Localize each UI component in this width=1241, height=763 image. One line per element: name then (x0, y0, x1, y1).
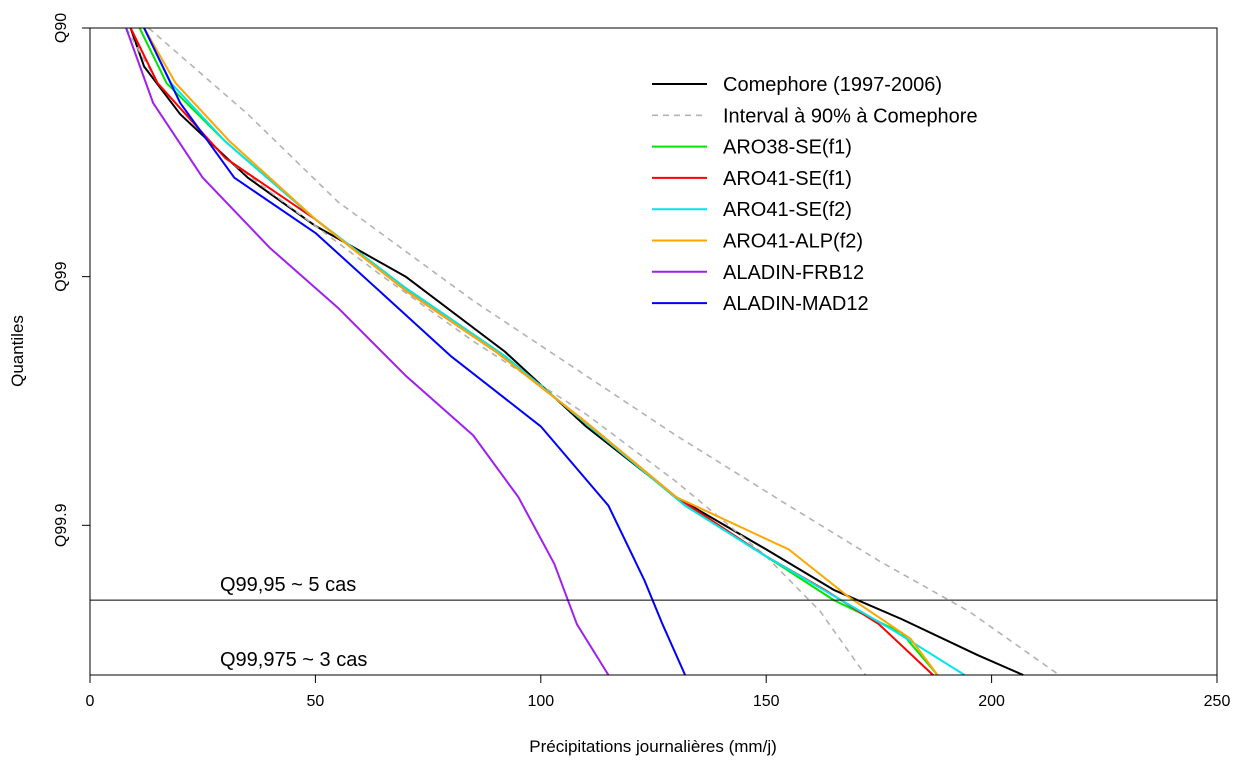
series-line-7 (125, 27, 610, 676)
x-tick-label-2: 100 (527, 693, 554, 710)
legend-label-3: ARO38-SE(f1) (723, 137, 852, 159)
x-tick-label-5: 250 (1204, 693, 1231, 710)
x-axis: 0 50 100 150 200 250 (86, 675, 1231, 710)
y-axis: Q90 Q99 Q99.9 (53, 13, 90, 547)
series-layer (125, 27, 1060, 676)
legend-label-5: ARO41-SE(f2) (723, 199, 852, 221)
y-tick-label-1: Q99 (53, 261, 70, 291)
series-line-1 (148, 27, 1060, 676)
legend-label-7: ALADIN-FRB12 (723, 262, 864, 284)
x-tick-label-1: 50 (307, 693, 325, 710)
x-tick-label-4: 200 (978, 693, 1005, 710)
x-axis-label: Précipitations journalières (mm/j) (529, 737, 777, 756)
legend-label-8: ALADIN-MAD12 (723, 293, 869, 315)
hline-label-1: Q99,975 ~ 3 cas (220, 649, 367, 671)
x-tick-label-3: 150 (753, 693, 780, 710)
x-tick-label-0: 0 (86, 693, 95, 710)
reference-lines: Q99,95 ~ 5 cas Q99,975 ~ 3 cas (90, 574, 1217, 676)
series-line-6 (143, 27, 939, 676)
series-line-2 (125, 27, 867, 676)
y-tick-label-2: Q99.9 (53, 503, 70, 547)
y-tick-label-0: Q90 (53, 13, 70, 43)
legend: Comephore (1997-2006) Interval à 90% à Co… (652, 74, 978, 315)
legend-label-1: Interval à 90% à Comephore (723, 105, 978, 127)
legend-label-0: Comephore (1997-2006) (723, 74, 942, 96)
legend-label-4: ARO41-SE(f1) (723, 168, 852, 190)
hline-label-0: Q99,95 ~ 5 cas (220, 574, 356, 596)
series-line-8 (143, 27, 687, 676)
plot-frame (89, 27, 1218, 676)
y-axis-label: Quantiles (8, 315, 27, 387)
legend-label-6: ARO41-ALP(f2) (723, 231, 863, 253)
